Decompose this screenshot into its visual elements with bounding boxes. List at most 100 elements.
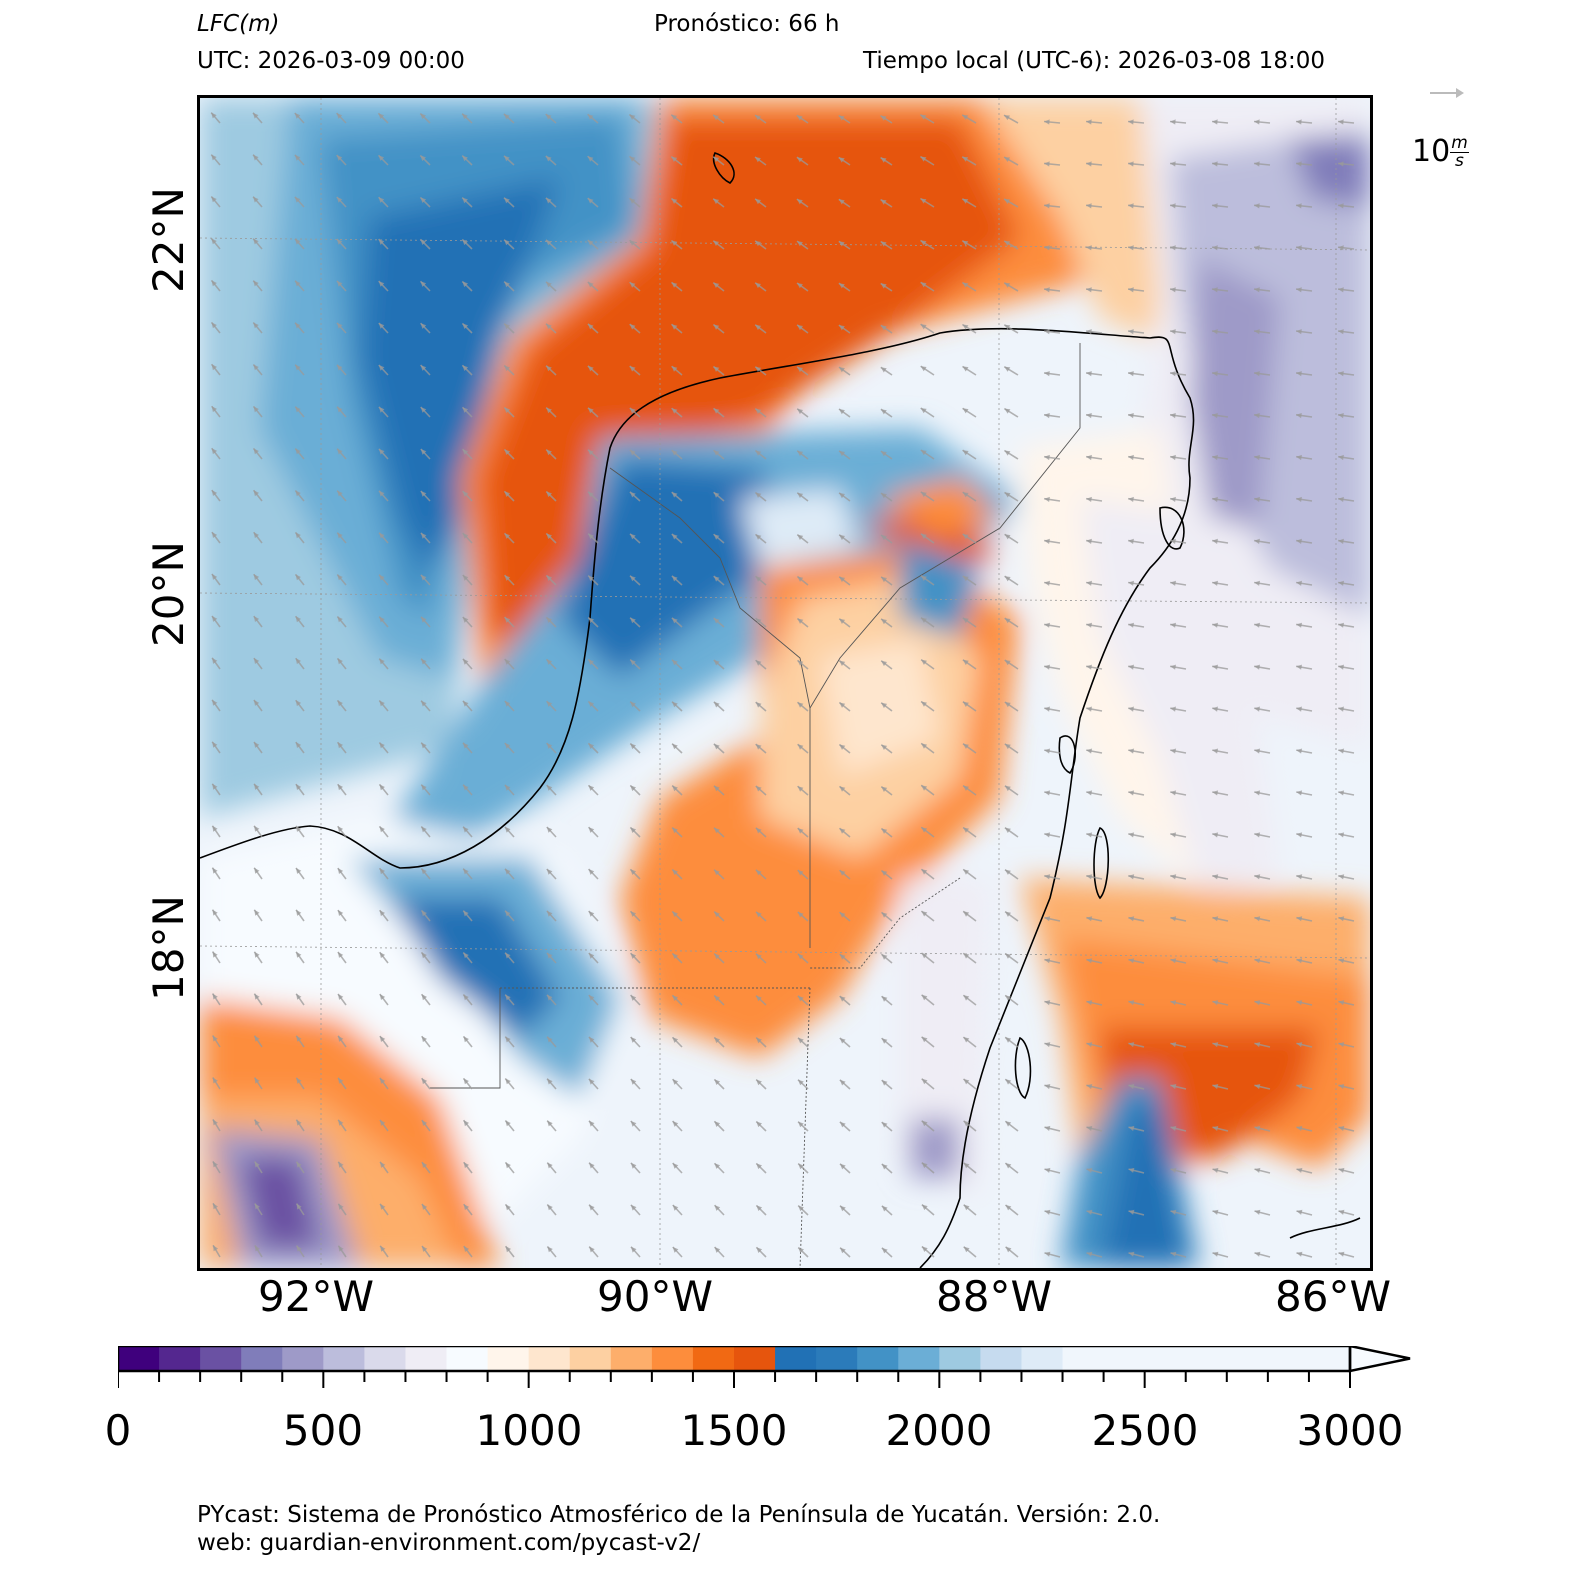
wind-arrow-head: [420, 113, 426, 120]
wind-arrow-head: [921, 617, 927, 623]
wind-arrow-head: [671, 492, 678, 498]
wind-arrow-head: [1044, 1167, 1051, 1173]
wind-arrow-head: [212, 616, 218, 622]
wind-arrow-head: [462, 533, 469, 539]
wind-arrow-head: [839, 534, 845, 541]
wind-arrow-head: [1005, 1163, 1012, 1169]
wind-arrow-head: [963, 1162, 970, 1169]
wind-arrow-head: [547, 1246, 553, 1253]
wind-arrow-head: [462, 407, 469, 413]
footer-web: web: guardian-environment.com/pycast-v2/: [197, 1530, 701, 1556]
wind-arrow-head: [1338, 329, 1344, 335]
wind-arrow-head: [378, 113, 385, 119]
wind-arrow-head: [505, 952, 511, 959]
wind-arrow-head: [672, 659, 678, 666]
wind-arrow-head: [755, 115, 761, 121]
wind-arrow-head: [504, 449, 511, 455]
wind-arrow-head: [504, 617, 511, 623]
wind-arrow-head: [211, 448, 218, 455]
wind-arrow-head: [755, 744, 762, 750]
wind-arrow-head: [839, 954, 846, 960]
wind-arrow-head: [880, 409, 887, 415]
wind-arrow-head: [1296, 1084, 1303, 1090]
wind-arrow-head: [797, 660, 804, 666]
wind-arrow-head: [505, 1120, 511, 1127]
wind-arrow-head: [962, 408, 969, 414]
wind-arrow-head: [880, 157, 887, 163]
lon-label-88w: 88°W: [936, 1272, 1052, 1321]
wind-arrow-head: [463, 994, 469, 1001]
wind-arrow-head: [881, 1038, 888, 1044]
wind-arrow-head: [547, 994, 553, 1001]
wind-arrow-head: [1212, 1084, 1219, 1090]
wind-arrow-head: [1338, 1000, 1345, 1006]
wind-arrow-head: [294, 113, 301, 119]
wind-arrow-head: [504, 701, 511, 707]
wind-arrow-head: [1128, 1084, 1135, 1090]
wind-arrow-head: [1338, 622, 1344, 628]
wind-arrow-head: [1338, 832, 1345, 838]
wind-arrow-head: [1212, 832, 1219, 838]
wind-arrow-head: [295, 280, 301, 287]
wind-arrow-head: [211, 112, 217, 119]
wind-arrow-head: [296, 1077, 302, 1084]
wind-arrow-head: [1044, 706, 1050, 712]
wind-arrow-head: [1338, 119, 1344, 125]
wind-arrow-head: [504, 743, 511, 749]
wind-arrow-head: [881, 828, 888, 834]
wind-arrow-head: [796, 157, 803, 163]
wind-arrow-head: [962, 701, 969, 707]
wind-arrow-head: [713, 534, 720, 540]
wind-arrow-head: [295, 574, 301, 581]
wind-arrow-head: [839, 828, 846, 834]
wind-arrow-head: [797, 828, 804, 834]
wind-arrow-head: [380, 1161, 386, 1168]
lfc-field-map: [200, 98, 1370, 1268]
wind-arrow-head: [629, 449, 636, 456]
wind-arrow-head: [588, 743, 595, 749]
wind-arrow-head: [881, 1122, 888, 1128]
wind-arrow-head: [797, 786, 804, 792]
wind-arrow-head: [211, 574, 218, 580]
wind-arrow-head: [921, 701, 927, 707]
wind-arrow-head: [463, 742, 469, 749]
wind-arrow-head: [1128, 413, 1134, 419]
wind-arrow-head: [1086, 874, 1093, 880]
wind-arrow-head: [839, 870, 846, 876]
wind-arrow-head: [1338, 161, 1344, 167]
wind-arrow-head: [714, 995, 720, 1002]
wind-arrow-head: [253, 280, 259, 287]
wind-arrow-head: [211, 364, 217, 371]
wind-arrow-head: [296, 909, 302, 916]
wind-arrow-head: [1128, 664, 1134, 670]
colorbar-cell: [610, 1346, 653, 1371]
wind-arrow-head: [963, 911, 970, 917]
wind-arrow-head: [920, 575, 927, 581]
wind-arrow-head: [1086, 580, 1092, 586]
wind-arrow-head: [1004, 618, 1011, 624]
wind-arrow-head: [336, 239, 343, 245]
colorbar-cell: [857, 1346, 899, 1371]
wind-arrow-head: [755, 702, 762, 708]
wind-arrow-head: [253, 616, 260, 622]
wind-arrow-head: [1044, 622, 1050, 628]
wind-arrow-head: [336, 155, 343, 161]
wind-arrow-head: [839, 660, 846, 666]
wind-arrow-head: [462, 575, 469, 581]
colorbar-cell: [159, 1346, 201, 1371]
wind-arrow-head: [505, 910, 511, 917]
wind-arrow-head: [379, 910, 385, 917]
wind-arrow-head: [714, 953, 720, 960]
wind-arrow-head: [212, 1161, 218, 1168]
wind-arrow-head: [1086, 329, 1092, 335]
wind-arrow-head: [295, 490, 301, 497]
wind-arrow-head: [545, 156, 552, 162]
colorbar-cell: [1021, 1346, 1064, 1371]
colorbar-tick-1000: 1000: [475, 1406, 583, 1455]
admin-borders: [430, 343, 1081, 1268]
wind-arrow-head: [798, 1247, 804, 1254]
wind-arrow-head: [1128, 119, 1134, 125]
wind-arrow-head: [1044, 413, 1050, 419]
wind-arrow-head: [463, 1162, 469, 1169]
wind-arrow-head: [1128, 496, 1134, 502]
